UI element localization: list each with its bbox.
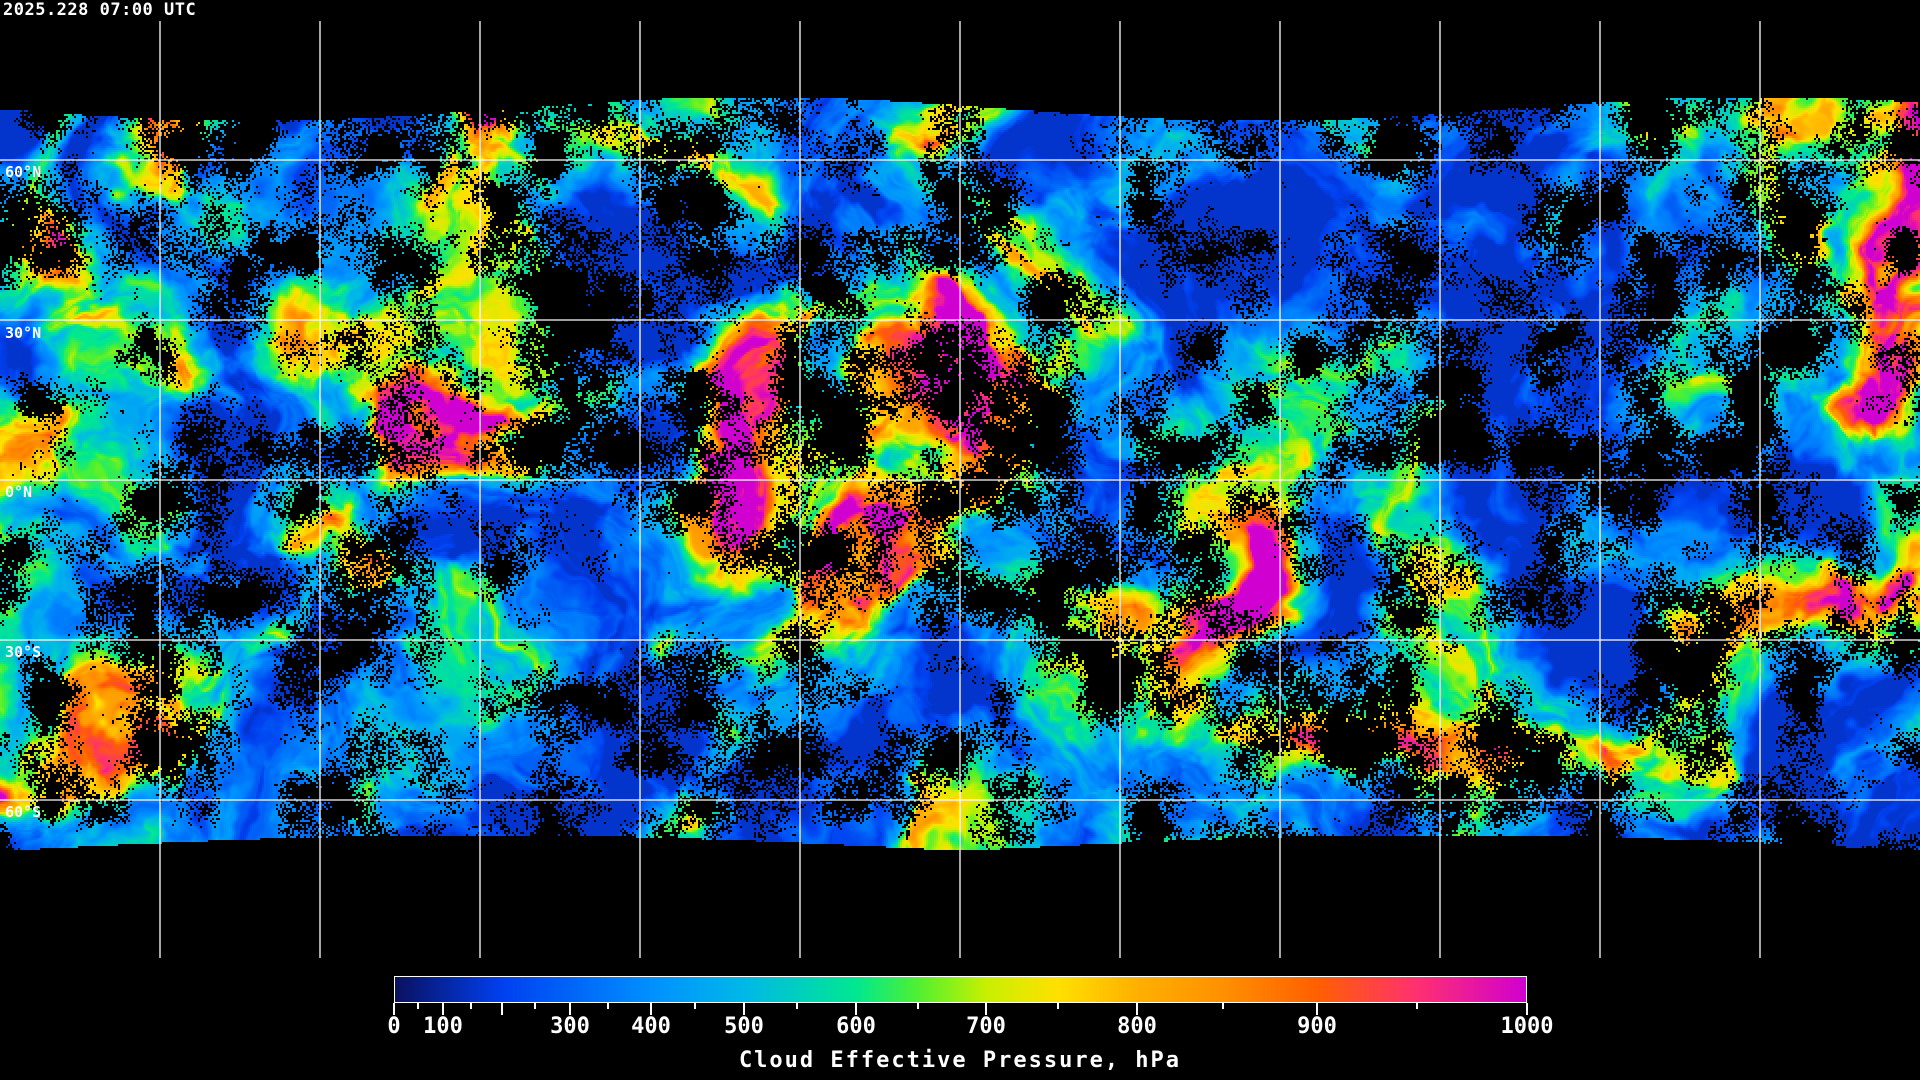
- colorbar-title: Cloud Effective Pressure, hPa: [738, 1048, 1182, 1073]
- colorbar-tick: [501, 1003, 503, 1015]
- colorbar-tick: [534, 1003, 536, 1009]
- lat-label-60n: 60°N: [5, 163, 42, 181]
- lat-label-30s: 30°S: [5, 643, 42, 661]
- colorbar-tick: [393, 1003, 395, 1015]
- colorbar-tick: [694, 1003, 696, 1009]
- timestamp: 2025.228 07:00 UTC: [3, 0, 197, 20]
- colorbar-tick: [1316, 1003, 1318, 1015]
- colorbar-tick-label: 300: [550, 1014, 590, 1039]
- lat-label-0n: 0°N: [5, 483, 33, 501]
- colorbar-tick: [650, 1003, 652, 1015]
- colorbar-tick: [796, 1003, 798, 1009]
- colorbar-tick: [1416, 1003, 1418, 1009]
- colorbar-tick: [1136, 1003, 1138, 1015]
- colorbar-tick: [917, 1003, 919, 1009]
- colorbar-tick-label: 1000: [1500, 1014, 1554, 1039]
- colorbar-tick: [1057, 1003, 1059, 1009]
- colorbar-tick: [569, 1003, 571, 1015]
- colorbar-tick: [1222, 1003, 1224, 1009]
- colorbar-tick: [470, 1003, 472, 1009]
- lat-lon-grid: [0, 21, 1920, 958]
- colorbar-tick-label: 0: [387, 1014, 401, 1039]
- colorbar-tick-label: 500: [724, 1014, 764, 1039]
- colorbar-tick-label: 900: [1297, 1014, 1337, 1039]
- colorbar-tick: [1526, 1003, 1528, 1015]
- colorbar-tick-label: 600: [836, 1014, 876, 1039]
- lat-label-30n: 30°N: [5, 324, 42, 342]
- colorbar-tick-label: 800: [1117, 1014, 1157, 1039]
- colorbar-tick: [607, 1003, 609, 1009]
- colorbar-tick: [743, 1003, 745, 1015]
- colorbar-tick-label: 400: [631, 1014, 671, 1039]
- colorbar-tick: [417, 1003, 419, 1009]
- colorbar-tick: [855, 1003, 857, 1015]
- cloud-pressure-map: [0, 0, 1920, 960]
- colorbar-tick: [442, 1003, 444, 1015]
- colorbar-tick: [985, 1003, 987, 1015]
- colorbar-tick-label: 700: [966, 1014, 1006, 1039]
- colorbar: [394, 976, 1527, 1003]
- lat-label-60s: 60°S: [5, 803, 42, 821]
- colorbar-tick-label: 100: [423, 1014, 463, 1039]
